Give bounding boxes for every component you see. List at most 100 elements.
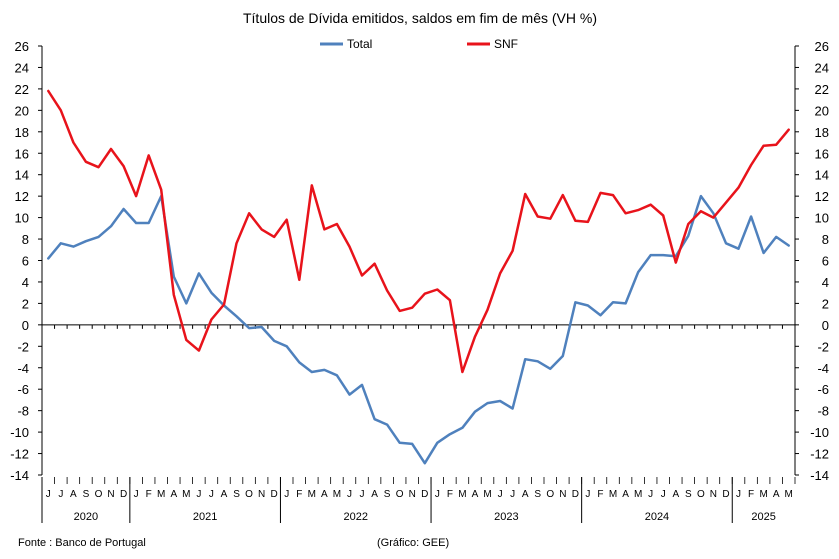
- y-tick-label-right: 8: [822, 232, 829, 247]
- y-tick-label-right: 6: [822, 254, 829, 269]
- x-month-label: J: [661, 489, 666, 500]
- x-month-label: D: [572, 489, 579, 500]
- x-month-label: A: [622, 489, 629, 500]
- year-label: 2022: [344, 511, 368, 523]
- x-month-label: J: [46, 489, 51, 500]
- x-month-label: A: [170, 489, 177, 500]
- y-tick-label-left: -14: [10, 468, 29, 483]
- x-month-label: O: [697, 489, 705, 500]
- y-tick-label-right: 20: [815, 103, 829, 118]
- source-note: Fonte : Banco de Portugal: [18, 537, 146, 549]
- x-month-label: F: [146, 489, 152, 500]
- x-month-label: J: [736, 489, 741, 500]
- x-month-label: A: [221, 489, 228, 500]
- y-tick-label-right: -12: [810, 447, 829, 462]
- x-month-label: A: [371, 489, 378, 500]
- y-tick-label-left: 2: [22, 296, 29, 311]
- y-tick-label-right: 10: [815, 211, 829, 226]
- y-tick-label-right: -8: [817, 404, 829, 419]
- x-month-label: D: [421, 489, 428, 500]
- x-month-label: O: [245, 489, 253, 500]
- y-tick-label-right: 26: [815, 39, 829, 54]
- year-label: 2024: [645, 511, 669, 523]
- x-month-label: J: [196, 489, 201, 500]
- y-tick-label-left: 10: [15, 211, 29, 226]
- y-tick-label-right: -10: [810, 425, 829, 440]
- x-month-label: M: [609, 489, 617, 500]
- x-month-label: J: [510, 489, 515, 500]
- chart-title: Títulos de Dívida emitidos, saldos em fi…: [243, 10, 597, 26]
- legend-label-snf: SNF: [494, 37, 518, 51]
- y-tick-label-left: 18: [15, 125, 29, 140]
- x-month-label: J: [134, 489, 139, 500]
- series-line-snf: [47, 89, 790, 374]
- y-tick-label-left: 4: [22, 275, 29, 290]
- x-month-label: O: [95, 489, 103, 500]
- legend: Total SNF: [320, 37, 518, 51]
- y-tick-label-right: 12: [815, 189, 829, 204]
- x-month-label: S: [534, 489, 541, 500]
- x-month-label: J: [435, 489, 440, 500]
- year-label: 2020: [74, 511, 98, 523]
- y-tick-label-left: -6: [17, 382, 29, 397]
- x-month-label: O: [396, 489, 404, 500]
- x-month-label: A: [321, 489, 328, 500]
- x-month-label: F: [748, 489, 754, 500]
- x-month-label: O: [546, 489, 554, 500]
- year-label: 2025: [751, 511, 775, 523]
- x-month-label: M: [308, 489, 316, 500]
- x-month-label: M: [333, 489, 341, 500]
- x-month-label: N: [710, 489, 717, 500]
- year-label: 2023: [494, 511, 518, 523]
- x-month-label: D: [722, 489, 729, 500]
- y-tick-label-right: 2: [822, 296, 829, 311]
- y-tick-label-left: 26: [15, 39, 29, 54]
- y-tick-label-left: 0: [22, 318, 29, 333]
- x-month-label: N: [258, 489, 265, 500]
- x-month-label: J: [347, 489, 352, 500]
- x-month-label: J: [284, 489, 289, 500]
- y-tick-label-right: 4: [822, 275, 829, 290]
- x-month-label: S: [233, 489, 240, 500]
- x-month-label: N: [559, 489, 566, 500]
- y-tick-label-left: 8: [22, 232, 29, 247]
- x-month-label: S: [384, 489, 391, 500]
- y-tick-label-right: -14: [810, 468, 829, 483]
- x-month-label: J: [648, 489, 653, 500]
- y-tick-label-left: 24: [15, 60, 29, 75]
- x-month-label: M: [759, 489, 767, 500]
- y-tick-label-left: 6: [22, 254, 29, 269]
- y-tick-label-left: -4: [17, 361, 29, 376]
- credit-note: (Gráfico: GEE): [377, 537, 450, 549]
- y-tick-label-left: -10: [10, 425, 29, 440]
- y-tick-label-right: 14: [815, 168, 829, 183]
- x-month-label: M: [157, 489, 165, 500]
- y-tick-label-left: 12: [15, 189, 29, 204]
- y-tick-label-right: -2: [817, 339, 829, 354]
- x-month-label: M: [785, 489, 793, 500]
- y-tick-label-left: 14: [15, 168, 29, 183]
- x-month-label: A: [522, 489, 529, 500]
- x-month-label: S: [83, 489, 90, 500]
- x-month-label: J: [585, 489, 590, 500]
- x-month-label: J: [209, 489, 214, 500]
- legend-label-total: Total: [347, 37, 372, 51]
- y-tick-label-left: -12: [10, 447, 29, 462]
- year-label: 2021: [193, 511, 217, 523]
- x-month-label: D: [120, 489, 127, 500]
- y-tick-label-left: 20: [15, 103, 29, 118]
- y-tick-label-left: 22: [15, 82, 29, 97]
- y-tick-label-right: 16: [815, 146, 829, 161]
- x-month-label: M: [483, 489, 491, 500]
- y-tick-label-left: 16: [15, 146, 29, 161]
- y-tick-label-right: 24: [815, 60, 829, 75]
- x-month-label: F: [447, 489, 453, 500]
- x-month-label: M: [182, 489, 190, 500]
- y-tick-label-right: 22: [815, 82, 829, 97]
- x-month-label: A: [773, 489, 780, 500]
- x-month-label: F: [296, 489, 302, 500]
- x-month-label: M: [634, 489, 642, 500]
- y-tick-label-right: 0: [822, 318, 829, 333]
